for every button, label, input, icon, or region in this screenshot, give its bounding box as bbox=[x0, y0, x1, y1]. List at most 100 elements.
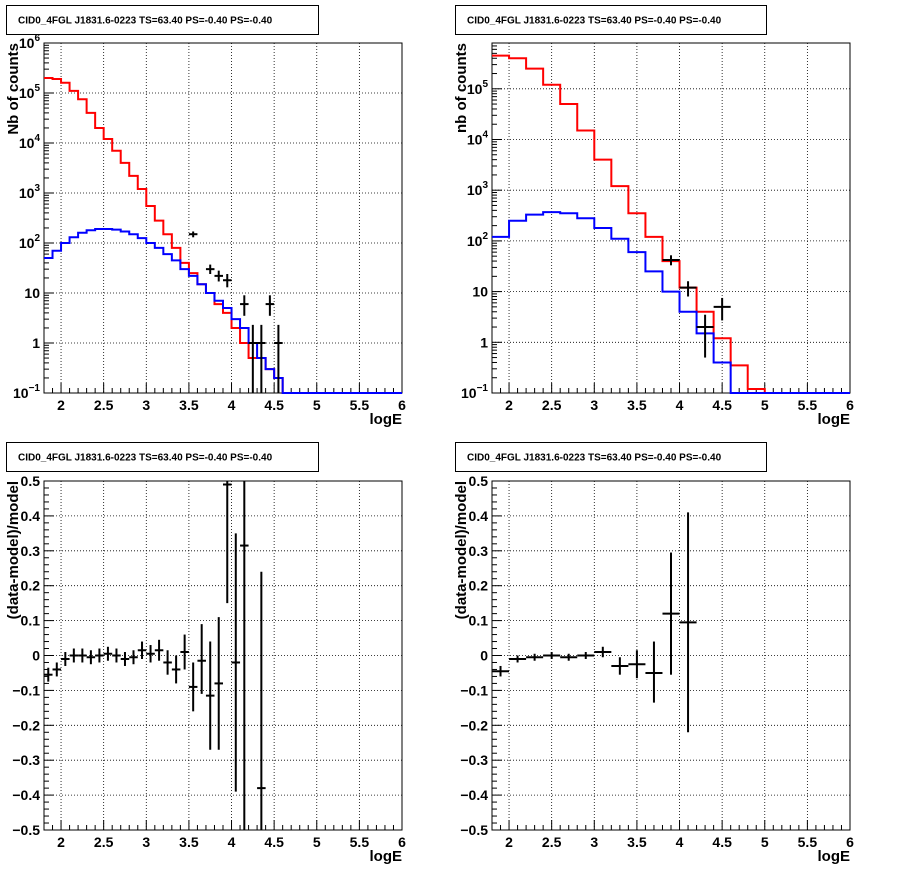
y-tick-label: 10−1 bbox=[461, 383, 488, 401]
chart-panel-3: CID0_4FGL J1831.6-0223 TS=63.40 PS=-0.40… bbox=[5, 442, 406, 865]
series-line-2 bbox=[492, 211, 850, 394]
y-axis-label: (data-model)/model bbox=[5, 481, 22, 619]
x-tick-label: 6 bbox=[398, 397, 406, 413]
chart-title: CID0_4FGL J1831.6-0223 TS=63.40 PS=-0.40… bbox=[467, 453, 722, 464]
y-tick-label: 102 bbox=[19, 233, 41, 251]
y-tick-label: −0.3 bbox=[460, 752, 488, 768]
data-point bbox=[223, 273, 232, 288]
series-line-1 bbox=[492, 54, 850, 394]
data-point bbox=[120, 652, 130, 666]
data-point bbox=[526, 653, 544, 661]
x-tick-label: 3.5 bbox=[627, 397, 647, 413]
x-tick-label: 2 bbox=[505, 397, 513, 413]
chart-panel-2: CID0_4FGL J1831.6-0223 TS=63.40 PS=-0.40… bbox=[453, 5, 854, 428]
data-point bbox=[265, 295, 275, 316]
x-tick-label: 4 bbox=[228, 834, 236, 850]
y-tick-label: 0.5 bbox=[21, 473, 41, 489]
x-tick-label: 5 bbox=[313, 834, 321, 850]
x-tick-label: 2.5 bbox=[94, 834, 114, 850]
data-point bbox=[188, 662, 198, 712]
x-tick-label: 5 bbox=[761, 397, 769, 413]
data-point bbox=[95, 648, 104, 663]
title-box bbox=[6, 5, 319, 35]
y-tick-label: 0.2 bbox=[21, 578, 41, 594]
x-tick-label: 2.5 bbox=[94, 397, 114, 413]
x-tick-label: 2 bbox=[57, 397, 65, 413]
y-tick-label: −0.2 bbox=[12, 717, 40, 733]
data-point bbox=[594, 646, 612, 658]
y-tick-label: 104 bbox=[467, 129, 489, 147]
x-axis-label: logE bbox=[370, 848, 403, 865]
data-point bbox=[197, 624, 206, 694]
y-tick-label: −0.2 bbox=[460, 717, 488, 733]
title-box bbox=[6, 442, 319, 472]
data-point bbox=[188, 231, 198, 238]
data-point bbox=[611, 657, 629, 675]
data-point bbox=[61, 652, 70, 666]
data-point bbox=[231, 533, 241, 792]
data-point bbox=[52, 662, 62, 677]
data-point bbox=[645, 641, 663, 703]
x-tick-label: 5 bbox=[313, 397, 321, 413]
y-tick-label: −0.4 bbox=[12, 787, 40, 803]
y-axis-label: nb of counts bbox=[453, 43, 470, 133]
chart-panel-4: CID0_4FGL J1831.6-0223 TS=63.40 PS=-0.40… bbox=[453, 442, 854, 865]
y-tick-label: 103 bbox=[19, 183, 41, 201]
plot-frame bbox=[43, 42, 403, 394]
y-axis-label: (data-model)/model bbox=[453, 481, 470, 619]
y-tick-label: −0.1 bbox=[12, 682, 40, 698]
x-axis-label: logE bbox=[818, 848, 851, 865]
data-point bbox=[274, 324, 283, 393]
chart-title: CID0_4FGL J1831.6-0223 TS=63.40 PS=-0.40… bbox=[467, 16, 722, 27]
x-tick-label: 2.5 bbox=[542, 834, 562, 850]
x-tick-label: 5.5 bbox=[350, 834, 370, 850]
x-tick-label: 3 bbox=[142, 397, 150, 413]
y-tick-label: 1 bbox=[480, 334, 488, 350]
data-point bbox=[240, 295, 249, 316]
y-axis-label: Nb of counts bbox=[5, 43, 22, 135]
x-tick-label: 5 bbox=[761, 834, 769, 850]
data-point bbox=[662, 552, 680, 675]
x-tick-label: 3 bbox=[142, 834, 150, 850]
data-point bbox=[44, 667, 53, 682]
data-point bbox=[223, 481, 232, 604]
x-tick-label: 3.5 bbox=[627, 834, 647, 850]
y-tick-label: 0.5 bbox=[469, 473, 489, 489]
x-tick-label: 5.5 bbox=[798, 834, 818, 850]
data-point bbox=[129, 650, 138, 665]
x-tick-label: 4 bbox=[676, 397, 684, 413]
data-point bbox=[146, 645, 155, 663]
data-point bbox=[628, 650, 646, 679]
data-point bbox=[163, 650, 172, 675]
data-point bbox=[154, 639, 164, 661]
title-box bbox=[455, 442, 767, 472]
series-line-2 bbox=[44, 228, 402, 394]
data-point bbox=[240, 481, 249, 830]
chart-title: CID0_4FGL J1831.6-0223 TS=63.40 PS=-0.40… bbox=[18, 16, 273, 27]
y-tick-label: 105 bbox=[19, 83, 41, 101]
y-tick-label: 10−1 bbox=[13, 383, 40, 401]
data-point bbox=[214, 617, 223, 750]
data-point bbox=[86, 650, 96, 665]
x-tick-label: 5.5 bbox=[798, 397, 818, 413]
x-tick-label: 4.5 bbox=[264, 397, 284, 413]
x-tick-label: 3 bbox=[590, 397, 598, 413]
y-tick-label: 105 bbox=[467, 79, 489, 97]
y-tick-label: −0.1 bbox=[460, 682, 488, 698]
data-point bbox=[679, 281, 697, 297]
x-tick-label: 4 bbox=[676, 834, 684, 850]
plot-frame bbox=[491, 42, 851, 394]
x-axis-label: logE bbox=[370, 411, 403, 428]
y-tick-label: 0.3 bbox=[21, 543, 41, 559]
x-tick-label: 3 bbox=[590, 834, 598, 850]
y-tick-label: 0 bbox=[32, 648, 40, 664]
data-point bbox=[69, 648, 79, 663]
x-tick-label: 6 bbox=[846, 397, 854, 413]
x-tick-label: 6 bbox=[398, 834, 406, 850]
title-box bbox=[455, 5, 767, 35]
x-tick-label: 2.5 bbox=[542, 397, 562, 413]
data-point bbox=[112, 648, 121, 663]
data-point bbox=[205, 264, 215, 274]
data-point bbox=[214, 270, 223, 282]
y-tick-label: 103 bbox=[467, 180, 489, 198]
